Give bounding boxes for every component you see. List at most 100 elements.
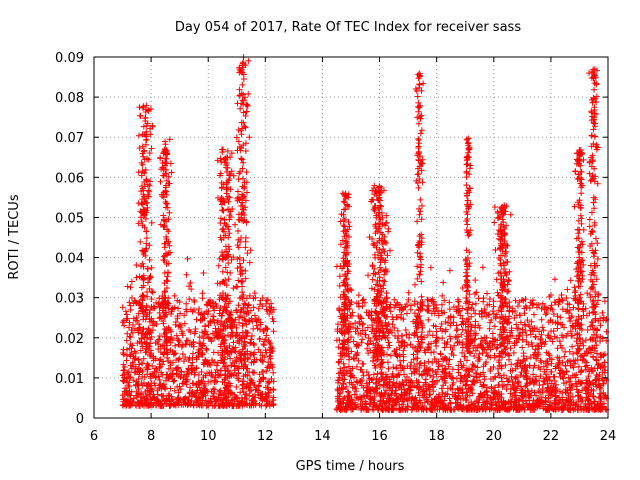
data-point: [440, 279, 447, 286]
data-point: [152, 339, 159, 346]
data-point: [360, 372, 367, 379]
data-point: [178, 368, 185, 375]
data-point: [539, 385, 546, 392]
data-point: [341, 376, 348, 383]
data-point: [341, 364, 348, 371]
data-point: [159, 392, 166, 399]
data-point: [266, 353, 273, 360]
data-point: [126, 299, 133, 306]
data-point: [446, 370, 453, 377]
data-point: [147, 391, 154, 398]
data-point: [519, 344, 526, 351]
data-point: [246, 379, 253, 386]
data-point: [244, 355, 251, 362]
data-point: [214, 317, 221, 324]
data-point: [251, 397, 258, 404]
data-point: [259, 352, 266, 359]
data-point: [126, 324, 133, 331]
data-point: [193, 365, 200, 372]
data-point: [251, 290, 258, 297]
data-point: [212, 300, 219, 307]
data-point: [143, 348, 150, 355]
data-point: [177, 321, 184, 328]
data-point: [156, 376, 163, 383]
data-point: [567, 318, 574, 325]
data-point: [183, 271, 190, 278]
data-point: [152, 374, 159, 381]
data-point: [120, 361, 127, 368]
data-point: [168, 393, 175, 400]
data-point: [185, 356, 192, 363]
data-point: [168, 306, 175, 313]
data-point: [235, 377, 242, 384]
data-point: [134, 327, 141, 334]
data-point: [259, 358, 266, 365]
data-point: [185, 365, 192, 372]
data-point: [269, 397, 276, 404]
data-point: [124, 283, 131, 290]
data-point: [230, 371, 237, 378]
data-point: [245, 302, 252, 309]
data-point: [150, 353, 157, 360]
data-point: [139, 401, 146, 408]
data-point: [129, 342, 136, 349]
data-point: [255, 346, 262, 353]
data-point: [251, 356, 258, 363]
data-point: [171, 292, 178, 299]
data-point: [147, 371, 154, 378]
data-point: [200, 269, 207, 276]
data-point: [266, 379, 273, 386]
data-point: [137, 305, 144, 312]
data-point: [163, 395, 170, 402]
data-point: [239, 322, 246, 329]
data-point: [202, 386, 209, 393]
data-point: [126, 345, 133, 352]
data-point: [270, 328, 277, 335]
data-point: [146, 401, 153, 408]
data-point: [135, 375, 142, 382]
data-point: [135, 321, 142, 328]
data-point: [266, 389, 273, 396]
data-point: [146, 309, 153, 316]
data-point: [125, 371, 132, 378]
data-point: [145, 402, 152, 409]
data-point: [166, 396, 173, 403]
data-point: [229, 396, 236, 403]
data-point: [353, 351, 360, 358]
data-point: [171, 377, 178, 384]
data-point: [137, 367, 144, 374]
data-point: [269, 315, 276, 322]
data-point: [253, 322, 260, 329]
data-point: [472, 310, 479, 317]
data-point: [433, 328, 440, 335]
data-point: [153, 373, 160, 380]
data-point: [425, 316, 432, 323]
data-point: [416, 364, 423, 371]
data-point: [260, 369, 267, 376]
data-point: [183, 378, 190, 385]
data-point: [189, 354, 196, 361]
data-point: [172, 321, 179, 328]
data-point: [127, 306, 134, 313]
data-point: [199, 329, 206, 336]
data-point: [124, 315, 131, 322]
data-point: [122, 402, 129, 409]
data-point: [127, 284, 134, 291]
data-point: [120, 351, 127, 358]
data-point: [176, 399, 183, 406]
data-point: [124, 330, 131, 337]
data-point: [139, 373, 146, 380]
data-point: [221, 354, 228, 361]
data-point: [149, 362, 156, 369]
data-point: [256, 336, 263, 343]
data-point: [198, 389, 205, 396]
data-point: [472, 347, 479, 354]
data-point: [182, 400, 189, 407]
data-point: [215, 371, 222, 378]
data-point: [218, 341, 225, 348]
data-point: [422, 376, 429, 383]
data-point: [270, 378, 277, 385]
data-point: [183, 300, 190, 307]
data-point: [192, 328, 199, 335]
data-point: [198, 310, 205, 317]
